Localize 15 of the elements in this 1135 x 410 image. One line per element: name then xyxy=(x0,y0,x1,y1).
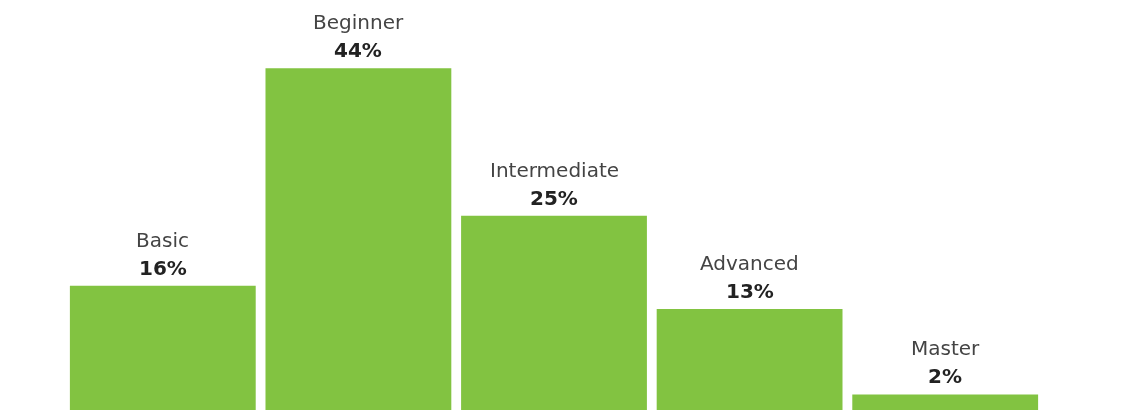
data-label: 13% xyxy=(726,279,774,303)
data-label: 44% xyxy=(334,38,382,62)
bar xyxy=(69,285,256,410)
bar xyxy=(265,68,452,410)
x-tick-label: Master xyxy=(911,336,981,360)
x-tick-label: Intermediate xyxy=(490,158,620,182)
x-tick-label: Basic xyxy=(136,228,189,252)
x-tick-label: Advanced xyxy=(700,251,799,275)
data-label: 25% xyxy=(530,186,578,210)
data-label: 2% xyxy=(928,364,962,388)
bar xyxy=(852,394,1039,410)
bar xyxy=(656,309,843,410)
data-label: 16% xyxy=(139,256,187,280)
x-tick-label: Beginner xyxy=(313,10,404,34)
bar xyxy=(461,215,647,410)
